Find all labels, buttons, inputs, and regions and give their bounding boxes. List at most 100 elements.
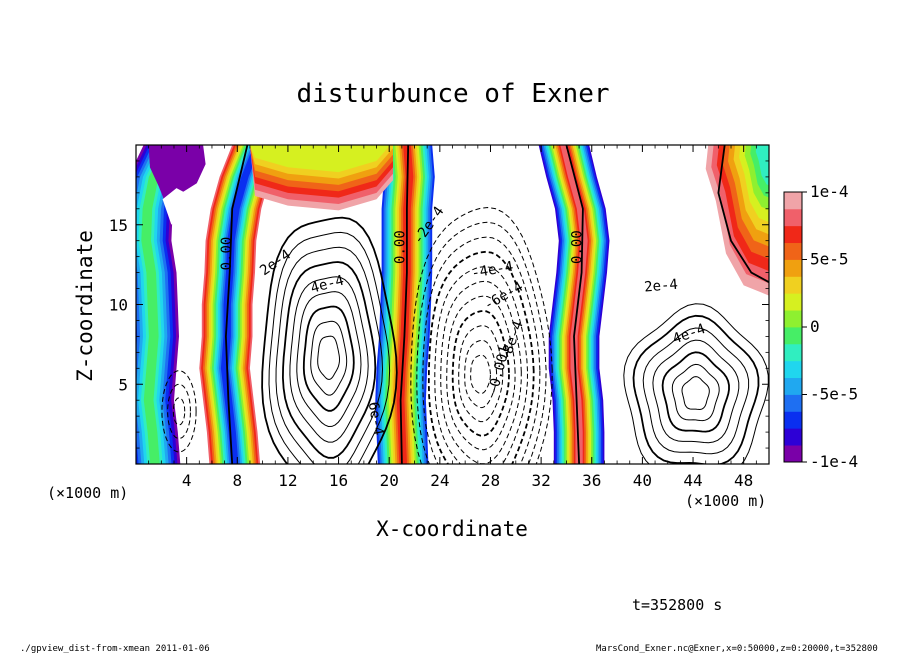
contour-label-0: 0.00 bbox=[219, 237, 235, 271]
footer-right: MarsCond_Exner.nc@Exner,x=0:50000,z=0:20… bbox=[596, 644, 878, 654]
contour-high-a-1 bbox=[317, 335, 341, 380]
band-top-center bbox=[249, 145, 393, 211]
x-tick-label-0: 4 bbox=[182, 471, 192, 490]
contour-high-a-3 bbox=[302, 305, 355, 412]
colorbar-swatch-5 bbox=[784, 360, 802, 379]
x-tick-label-7: 32 bbox=[531, 471, 550, 490]
y-tick-label-0: 5 bbox=[118, 375, 128, 394]
colorbar: 1e-4 5e-5 0 -5e-5 -1e-4 bbox=[783, 182, 858, 471]
contour-high-b-1 bbox=[681, 376, 710, 411]
band-x35 bbox=[538, 145, 610, 464]
contour-low-a-5 bbox=[446, 295, 516, 451]
colorbar-swatch-13 bbox=[784, 225, 802, 244]
contour-high-b-2 bbox=[671, 363, 720, 422]
contour-high-b-5 bbox=[642, 327, 750, 455]
chart-title: disturbunce of Exner bbox=[296, 79, 609, 109]
colorbar-swatch-7 bbox=[784, 327, 802, 345]
x-tick-label-1: 8 bbox=[232, 471, 242, 490]
y-axis-ticks: 5 10 15 bbox=[109, 160, 769, 449]
colorbar-swatch-4 bbox=[784, 377, 802, 395]
x-axis-label: X-coordinate bbox=[376, 517, 528, 541]
y-tick-label-1: 10 bbox=[109, 296, 128, 315]
colorbar-label-1: 5e-5 bbox=[810, 250, 849, 269]
colorbar-label-3: -5e-5 bbox=[810, 385, 858, 404]
colorbar-swatch-6 bbox=[784, 343, 802, 362]
contour-high-b-6 bbox=[632, 314, 760, 464]
x-unit-left: (×1000 m) bbox=[47, 484, 128, 502]
contour-label-7: -4e-4 bbox=[470, 259, 514, 282]
band-upper-right bbox=[705, 145, 769, 296]
white-inset bbox=[162, 188, 186, 225]
band-left bbox=[136, 145, 195, 464]
x-tick-label-10: 44 bbox=[683, 471, 702, 490]
x-tick-label-11: 48 bbox=[734, 471, 753, 490]
contour-high-a-6 bbox=[281, 261, 377, 459]
plot-area: 0.00 0.00 0.002e-44e-46e-4-2e-4-4e-4-6e-4-… bbox=[136, 145, 769, 464]
contour-label-1: 0.00 bbox=[392, 230, 408, 264]
x-tick-label-2: 12 bbox=[278, 471, 297, 490]
contour-low-a-8 bbox=[427, 250, 535, 464]
contour-low-a-3 bbox=[458, 325, 504, 423]
band-upper-right-level-9 bbox=[755, 145, 769, 186]
zero-line-1 bbox=[399, 145, 410, 464]
contour-label-5: 6e-4 bbox=[365, 401, 387, 437]
contour-high-a-4 bbox=[296, 291, 362, 428]
x-tick-label-8: 36 bbox=[582, 471, 601, 490]
contour-low-a-11 bbox=[410, 206, 553, 464]
x-tick-label-5: 24 bbox=[430, 471, 449, 490]
band-x35-level-13 bbox=[560, 145, 588, 464]
y-axis-label: Z-coordinate bbox=[73, 230, 97, 382]
x-unit-right: (×1000 m) bbox=[685, 492, 766, 510]
x-tick-label-6: 28 bbox=[481, 471, 500, 490]
zero-line-3 bbox=[717, 145, 769, 283]
contour-high-b-4 bbox=[652, 339, 740, 444]
band-top-level-6 bbox=[249, 145, 393, 173]
colorbar-swatch-9 bbox=[784, 293, 802, 311]
band-left-level-7 bbox=[141, 145, 174, 464]
contour-high-a-5 bbox=[289, 276, 369, 443]
contour-low-a-4 bbox=[451, 309, 510, 437]
band-x8 bbox=[199, 145, 283, 464]
contour-low-b-2 bbox=[167, 383, 191, 440]
band-purple-lobe bbox=[148, 145, 206, 200]
colorbar-swatch-11 bbox=[784, 259, 802, 277]
zero-line-2 bbox=[565, 145, 584, 464]
colorbar-swatch-3 bbox=[784, 394, 802, 412]
x-axis-ticks: 4 8 12 16 20 24 28 32 36 40 44 48 bbox=[148, 145, 757, 490]
x-tick-label-3: 16 bbox=[329, 471, 348, 490]
colorbar-label-0: 1e-4 bbox=[810, 182, 849, 201]
contour-low-a-10 bbox=[416, 221, 547, 464]
colorbar-swatch-10 bbox=[784, 276, 802, 294]
colorbar-label-4: -1e-4 bbox=[810, 452, 858, 471]
colorbar-label-2: 0 bbox=[810, 317, 820, 336]
contour-low-a-2 bbox=[464, 339, 498, 409]
contour-label-2: 0.00 bbox=[570, 230, 586, 264]
colorbar-swatch-15 bbox=[784, 192, 802, 210]
zero-line-0 bbox=[224, 145, 249, 464]
contour-high-b-3 bbox=[661, 351, 730, 433]
colorbar-swatch-14 bbox=[784, 208, 802, 227]
contour-low-b-3 bbox=[161, 370, 197, 453]
footer-left: ./gpview_dist-from-xmean 2011-01-06 bbox=[20, 644, 210, 654]
colorbar-swatch-0 bbox=[784, 445, 802, 463]
x-tick-label-9: 40 bbox=[633, 471, 652, 490]
contour-label-11: 2e-4 bbox=[644, 277, 679, 296]
colorbar-swatch-2 bbox=[784, 411, 802, 429]
x-tick-label-4: 20 bbox=[380, 471, 399, 490]
contour-high-a-2 bbox=[310, 320, 348, 396]
contour-high-a-9 bbox=[261, 216, 398, 464]
contour-low-b-1 bbox=[172, 397, 186, 426]
contour-high-a-8 bbox=[268, 231, 391, 464]
colored-bands bbox=[136, 145, 769, 464]
colorbar-swatch-12 bbox=[784, 242, 802, 260]
contour-low-a-6 bbox=[440, 280, 522, 464]
contour-lines bbox=[161, 145, 769, 464]
y-tick-label-2: 15 bbox=[109, 216, 128, 235]
contour-high-b-7 bbox=[623, 303, 769, 464]
colorbar-swatch-1 bbox=[784, 428, 802, 446]
contour-low-a-1 bbox=[470, 354, 491, 395]
time-label: t=352800 s bbox=[632, 596, 722, 614]
contour-low-a-9 bbox=[422, 236, 541, 464]
contour-high-a-7 bbox=[275, 246, 384, 464]
